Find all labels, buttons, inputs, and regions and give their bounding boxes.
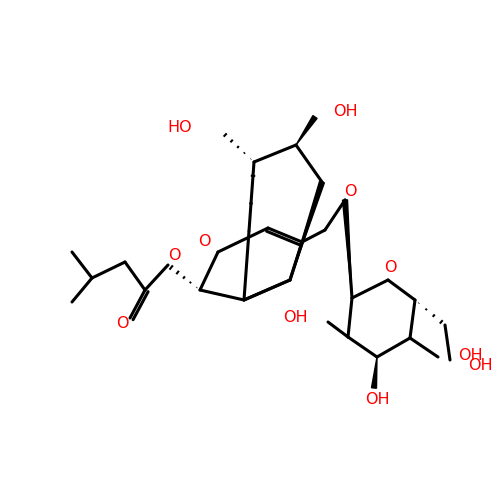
Text: O: O (116, 316, 128, 330)
Text: O: O (344, 184, 356, 200)
Text: O: O (384, 260, 396, 276)
Polygon shape (290, 181, 324, 280)
Polygon shape (372, 357, 377, 388)
Text: OH: OH (468, 358, 492, 372)
Text: OH: OH (333, 104, 357, 120)
Polygon shape (296, 116, 317, 145)
Polygon shape (342, 200, 352, 298)
Text: O: O (168, 248, 180, 262)
Text: HO: HO (168, 120, 192, 134)
Text: O: O (198, 234, 210, 250)
Text: OH: OH (364, 392, 390, 407)
Text: OH: OH (458, 348, 482, 362)
Text: OH: OH (284, 310, 308, 324)
